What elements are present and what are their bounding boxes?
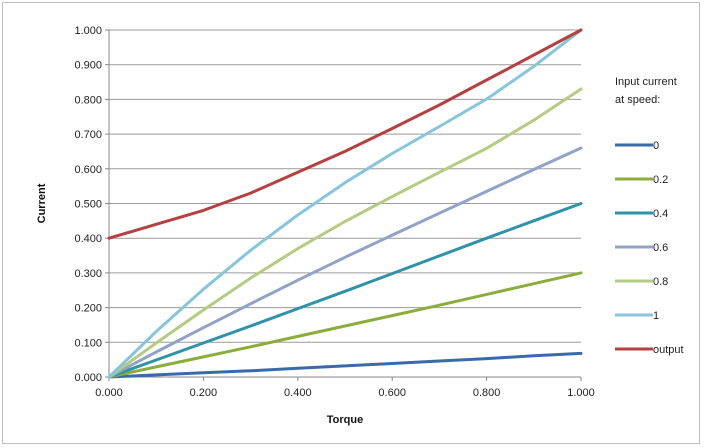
legend-label: 0 bbox=[653, 140, 659, 152]
x-tick-label: 1.000 bbox=[567, 387, 595, 399]
series-line-0-8 bbox=[107, 87, 583, 379]
x-axis-title: Torque bbox=[327, 414, 363, 426]
y-axis-ticks: 0.000 0.100 0.200 0.300 0.400 0.500 0.600 0.700… bbox=[74, 25, 109, 384]
legend-label: 0.4 bbox=[653, 208, 668, 220]
legend-title-line: Input current bbox=[615, 76, 677, 88]
x-tick-label: 0.200 bbox=[190, 387, 218, 399]
x-tick-label: 0.800 bbox=[473, 387, 501, 399]
y-tick-label: 0.600 bbox=[74, 164, 102, 176]
gridlines bbox=[109, 29, 581, 378]
legend-label: 0.6 bbox=[653, 242, 668, 254]
series-line-0-4 bbox=[107, 202, 583, 379]
x-tick-label: 0.600 bbox=[378, 387, 406, 399]
series-line-1 bbox=[107, 28, 583, 379]
series-line-output bbox=[107, 28, 583, 240]
y-tick-label: 0.100 bbox=[74, 337, 102, 349]
x-tick-label: 0.400 bbox=[284, 387, 312, 399]
y-tick-label: 0.400 bbox=[74, 233, 102, 245]
y-axis-title: Current bbox=[36, 183, 48, 223]
y-tick-label: 0.900 bbox=[74, 60, 102, 72]
series-line-0-2 bbox=[107, 271, 583, 379]
y-tick-label: 0.700 bbox=[74, 129, 102, 141]
x-axis-ticks: 0.000 0.200 0.400 0.600 0.800 1.000 bbox=[95, 377, 595, 399]
y-tick-label: 0.000 bbox=[74, 372, 102, 384]
legend-label: 1 bbox=[653, 310, 659, 322]
x-tick-label: 0.000 bbox=[95, 387, 123, 399]
series-line-0 bbox=[107, 351, 583, 379]
legend-label: 0.2 bbox=[653, 174, 668, 186]
y-tick-label: 1.000 bbox=[74, 25, 102, 37]
legend-title-line: at speed: bbox=[615, 94, 660, 106]
legend: Input current at speed: 0 0.2 0.4 0.6 0.8 1 outp… bbox=[615, 76, 684, 356]
line-chart: 0.000 0.100 0.200 0.300 0.400 0.500 0.600 0.700… bbox=[36, 25, 684, 426]
y-tick-label: 0.500 bbox=[74, 199, 102, 211]
legend-label: output bbox=[653, 344, 684, 356]
series-lines bbox=[107, 28, 583, 379]
series-line-0-6 bbox=[107, 146, 583, 379]
legend-label: 0.8 bbox=[653, 276, 668, 288]
y-tick-label: 0.200 bbox=[74, 303, 102, 315]
y-tick-label: 0.300 bbox=[74, 268, 102, 280]
y-tick-label: 0.800 bbox=[74, 94, 102, 106]
chart-frame: 0.000 0.100 0.200 0.300 0.400 0.500 0.600 0.700… bbox=[2, 2, 700, 444]
